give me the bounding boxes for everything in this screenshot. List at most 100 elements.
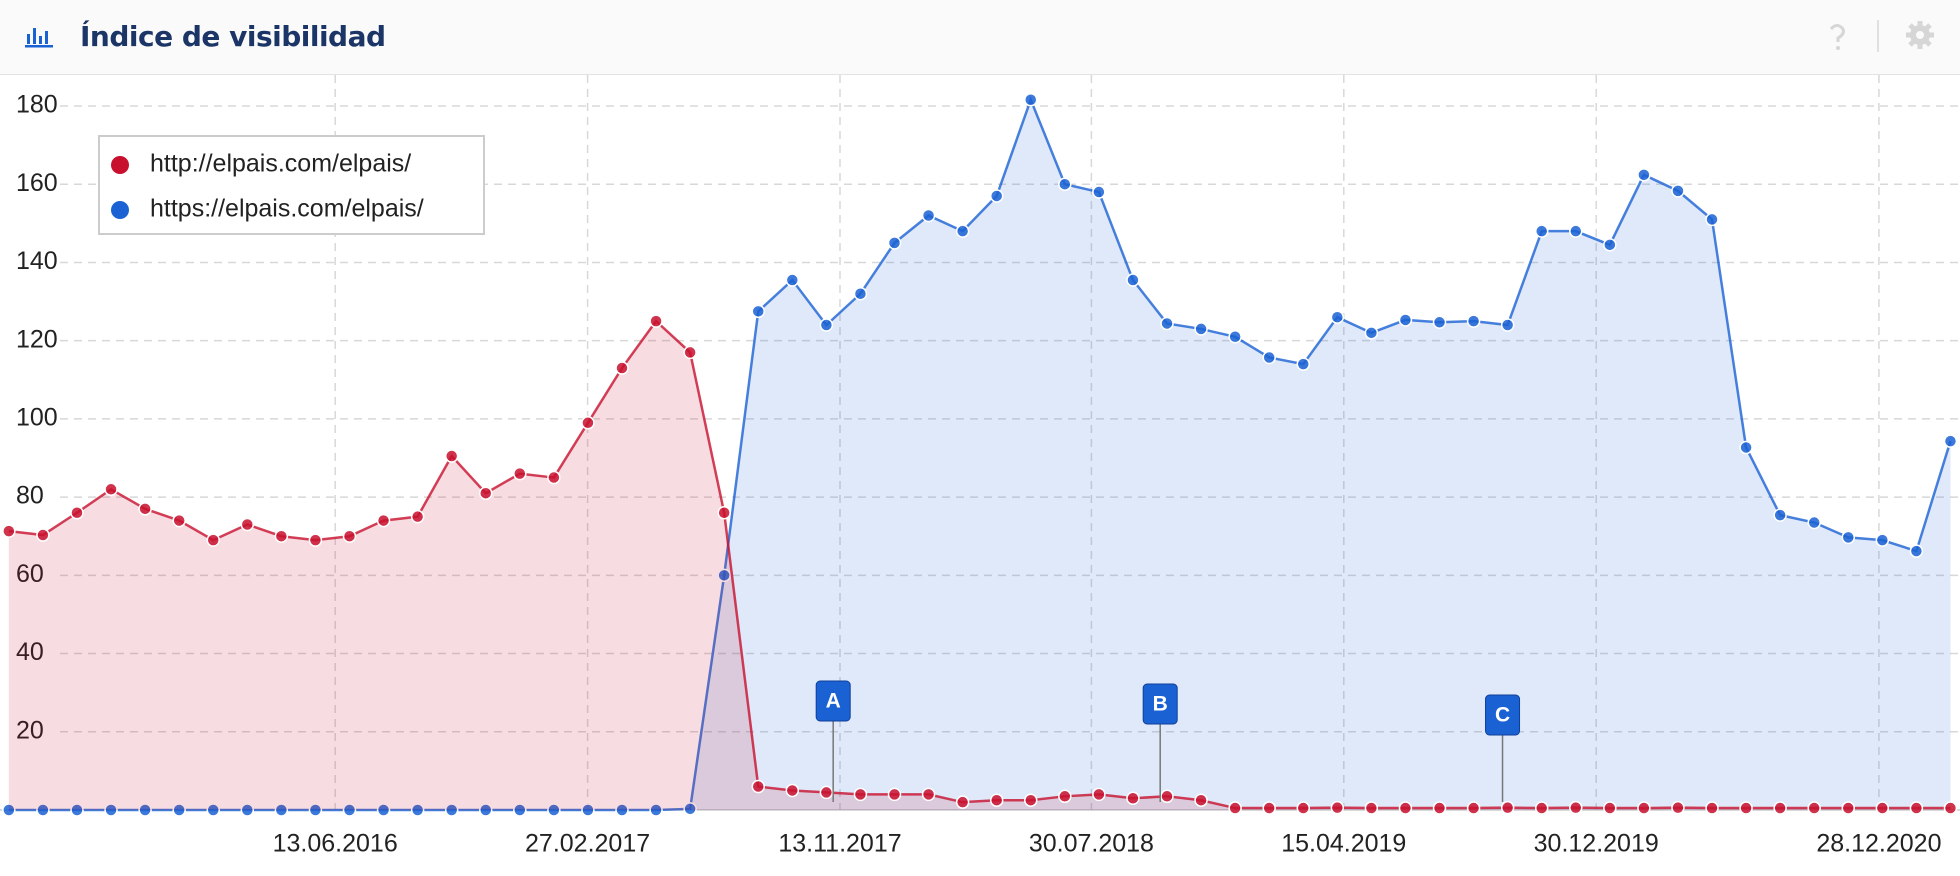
title: Índice de visibilidad — [80, 20, 386, 53]
point — [989, 793, 1004, 807]
point — [138, 803, 152, 817]
point — [1364, 801, 1379, 815]
point — [1364, 326, 1379, 340]
point — [172, 803, 186, 817]
legend-label: https://elpais.com/elpais/ — [150, 195, 424, 223]
legend-box — [98, 135, 485, 235]
point — [1092, 185, 1106, 199]
point — [1841, 530, 1856, 545]
point — [206, 533, 220, 547]
settings-icon[interactable] — [1906, 21, 1934, 49]
annotation-box — [815, 680, 851, 722]
point — [274, 803, 289, 817]
y-tick-label: 120 — [16, 325, 58, 353]
point — [206, 803, 220, 817]
x-tick-label: 15.04.2019 — [1281, 830, 1406, 858]
y-tick-label: 160 — [16, 169, 58, 197]
annotation-box — [1142, 683, 1178, 725]
y-tick-label: 80 — [16, 482, 44, 510]
point — [1637, 168, 1651, 182]
point — [1705, 801, 1719, 815]
point — [478, 486, 493, 500]
point — [410, 509, 425, 524]
x-tick-label: 13.06.2016 — [273, 830, 398, 858]
point — [376, 803, 391, 817]
point — [478, 803, 493, 817]
point — [1330, 310, 1345, 324]
point — [649, 803, 663, 817]
point — [1262, 350, 1276, 365]
help-icon[interactable] — [1829, 24, 1845, 43]
toolbar[interactable] — [1820, 18, 1950, 58]
series-area — [8, 99, 1951, 811]
legend-marker — [111, 156, 129, 174]
point — [1228, 330, 1242, 344]
point — [70, 803, 84, 817]
point — [513, 466, 527, 481]
point — [1875, 533, 1890, 547]
y-tick-label: 100 — [16, 403, 58, 431]
point — [1943, 801, 1958, 815]
point — [1569, 224, 1583, 238]
point — [1194, 322, 1208, 336]
point — [1671, 184, 1685, 198]
point — [1943, 434, 1958, 448]
point — [1398, 801, 1413, 815]
point — [1296, 357, 1311, 371]
point — [1739, 801, 1753, 815]
point — [887, 787, 902, 802]
point — [308, 533, 323, 547]
point — [1024, 793, 1038, 807]
point — [1466, 314, 1481, 328]
point — [1534, 801, 1549, 815]
x-tick-label: 30.12.2019 — [1534, 830, 1659, 858]
point — [1160, 316, 1174, 331]
point — [1807, 515, 1821, 530]
annotation-box — [1485, 694, 1521, 736]
point — [1126, 791, 1140, 806]
point — [751, 779, 765, 794]
point — [1058, 177, 1072, 191]
point — [1432, 801, 1447, 815]
point — [921, 208, 936, 223]
point — [172, 513, 186, 528]
point — [1909, 544, 1924, 558]
point — [1500, 800, 1515, 815]
point — [649, 314, 663, 328]
point — [1671, 800, 1685, 815]
y-tick-label: 60 — [16, 560, 44, 588]
point — [1024, 92, 1038, 107]
point — [581, 803, 595, 817]
point — [2, 803, 16, 817]
point — [1705, 212, 1719, 227]
point — [819, 785, 834, 800]
point — [104, 482, 118, 497]
x-tick-label: 13.11.2017 — [778, 830, 901, 858]
point — [819, 318, 834, 332]
point — [1909, 801, 1924, 815]
point — [581, 416, 595, 430]
point — [138, 502, 152, 516]
point — [1603, 801, 1617, 815]
header: Índice de visibilidad — [0, 0, 1960, 75]
point — [1262, 801, 1276, 815]
chart-icon — [25, 28, 53, 48]
legend-label: http://elpais.com/elpais/ — [150, 150, 411, 178]
point — [921, 787, 936, 802]
point — [1875, 801, 1890, 815]
point — [853, 286, 868, 301]
annotation-label: A — [826, 690, 841, 713]
point — [683, 802, 697, 816]
point — [240, 803, 255, 817]
y-tick-label: 20 — [16, 716, 44, 744]
y-tick-label: 180 — [16, 91, 58, 119]
point — [1569, 800, 1583, 815]
annotation-label: C — [1495, 704, 1510, 727]
point — [274, 529, 289, 543]
point — [717, 506, 731, 520]
point — [1773, 508, 1787, 522]
legend-marker — [111, 201, 129, 219]
point — [1296, 801, 1311, 815]
point — [1330, 800, 1345, 815]
